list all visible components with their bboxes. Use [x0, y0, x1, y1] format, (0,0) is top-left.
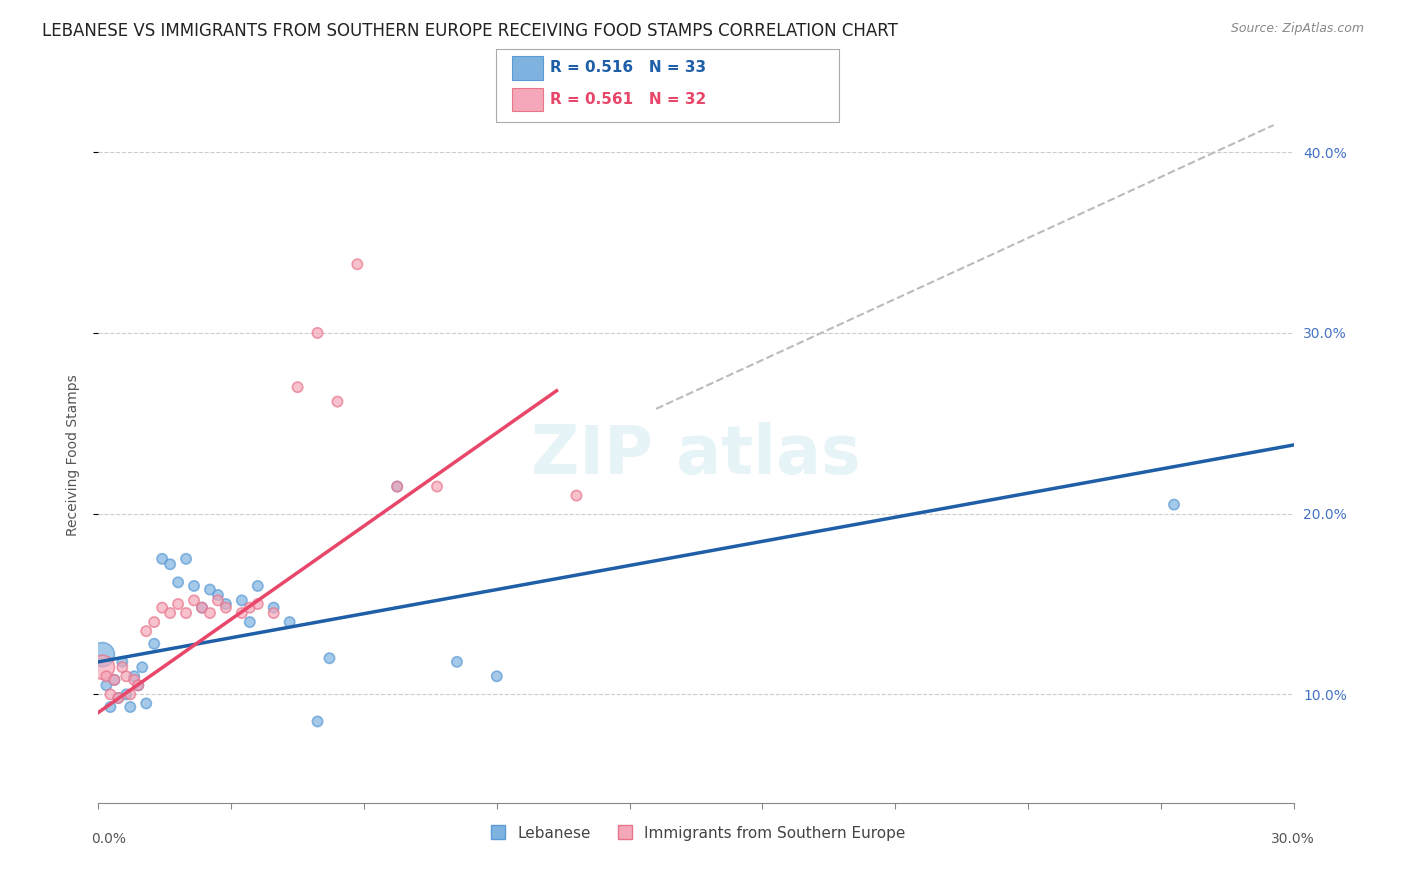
Point [446, 655, 468, 669]
Point [246, 597, 269, 611]
Point [115, 669, 138, 683]
Point [96, 678, 118, 692]
Point [183, 579, 205, 593]
Point [191, 600, 214, 615]
Point [1163, 498, 1185, 512]
Point [198, 582, 221, 597]
Point [198, 606, 221, 620]
Point [124, 669, 146, 683]
Point [426, 479, 449, 493]
Text: R = 0.561   N = 32: R = 0.561 N = 32 [550, 92, 706, 107]
Point [385, 479, 409, 493]
Point [318, 651, 340, 665]
Point [96, 669, 118, 683]
Point [107, 690, 129, 705]
Text: ZIP atlas: ZIP atlas [531, 422, 860, 488]
Point [167, 575, 190, 590]
Point [231, 593, 253, 607]
Point [111, 660, 134, 674]
Y-axis label: Receiving Food Stamps: Receiving Food Stamps [66, 374, 80, 536]
Point [91, 648, 114, 662]
Point [115, 687, 138, 701]
Point [174, 606, 197, 620]
Point [207, 588, 229, 602]
Point [111, 655, 134, 669]
Point [246, 579, 269, 593]
Point [565, 489, 588, 503]
Point [150, 551, 173, 566]
Text: LEBANESE VS IMMIGRANTS FROM SOUTHERN EUROPE RECEIVING FOOD STAMPS CORRELATION CH: LEBANESE VS IMMIGRANTS FROM SOUTHERN EUR… [42, 22, 898, 40]
Point [263, 606, 285, 620]
Point [135, 624, 157, 639]
Point [207, 593, 229, 607]
Point [215, 600, 238, 615]
Point [326, 394, 349, 409]
Point [287, 380, 309, 394]
Point [98, 700, 122, 714]
Point [143, 615, 166, 629]
Point [278, 615, 301, 629]
Point [239, 615, 262, 629]
Point [120, 687, 142, 701]
Point [231, 606, 253, 620]
Point [131, 660, 153, 674]
Point [346, 257, 368, 271]
Text: 30.0%: 30.0% [1271, 832, 1315, 846]
Point [239, 600, 262, 615]
Point [307, 326, 329, 340]
Point [135, 697, 157, 711]
Point [120, 700, 142, 714]
Legend: Lebanese, Immigrants from Southern Europe: Lebanese, Immigrants from Southern Europ… [481, 819, 911, 847]
Point [107, 690, 129, 705]
Text: Source: ZipAtlas.com: Source: ZipAtlas.com [1230, 22, 1364, 36]
Point [167, 597, 190, 611]
Text: 0.0%: 0.0% [91, 832, 127, 846]
Point [174, 551, 197, 566]
Point [191, 600, 214, 615]
Point [385, 479, 409, 493]
Point [263, 600, 285, 615]
Point [150, 600, 173, 615]
Point [127, 678, 149, 692]
Point [159, 558, 181, 572]
Point [98, 687, 122, 701]
Text: R = 0.516   N = 33: R = 0.516 N = 33 [550, 61, 706, 76]
Point [159, 606, 181, 620]
Point [183, 593, 205, 607]
Point [103, 673, 125, 687]
Point [127, 678, 149, 692]
Point [124, 673, 146, 687]
Point [215, 597, 238, 611]
Point [143, 637, 166, 651]
Point [103, 673, 125, 687]
Point [91, 660, 114, 674]
Point [485, 669, 508, 683]
Point [307, 714, 329, 729]
